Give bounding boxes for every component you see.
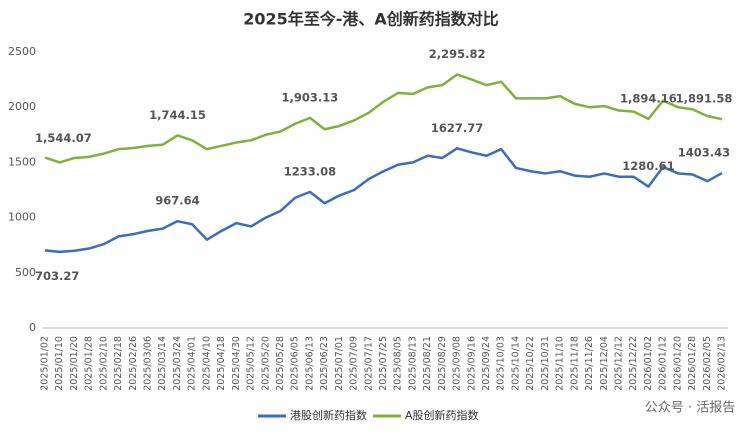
x-tick-label: 2025/12/22 [628,336,639,391]
x-tick-label: 2026/01/20 [672,336,683,391]
y-tick-label: 0 [29,321,36,334]
value-label: 2,295.82 [429,47,486,61]
x-tick-label: 2025/10/14 [510,336,521,391]
value-label: 967.64 [155,194,199,208]
x-tick-label: 2025/01/02 [40,336,51,391]
x-tick-label: 2025/06/13 [304,336,315,391]
x-tick-label: 2026/01/12 [658,336,669,391]
value-label: 1233.08 [284,164,336,178]
x-tick-label: 2025/05/12 [246,336,257,391]
x-tick-label: 2025/09/24 [481,336,492,391]
x-tick-label: 2025/07/25 [378,336,389,391]
x-tick-label: 2025/11/18 [569,336,580,391]
x-tick-label: 2025/08/13 [407,336,418,391]
legend-label: A股创新药指数 [405,408,479,422]
x-tick-label: 2025/01/10 [54,336,65,391]
x-tick-label: 2025/07/17 [363,336,374,391]
x-tick-label: 2025/06/23 [319,336,330,391]
x-tick-label: 2025/12/04 [599,336,610,391]
x-tick-label: 2025/10/31 [540,336,551,391]
value-label: 1280.61 [622,159,674,173]
y-tick-label: 1500 [8,155,36,168]
chart-title: 2025年至今-港、A创新药指数对比 [243,10,499,29]
x-tick-label: 2025/08/29 [437,336,448,391]
x-tick-label: 2026/02/13 [717,336,728,391]
x-tick-label: 2025/04/18 [216,336,227,391]
series-line [44,147,723,254]
x-tick-label: 2025/08/05 [393,336,404,391]
x-tick-label: 2026/01/02 [643,336,654,391]
y-tick-label: 1000 [8,211,36,224]
x-tick-label: 2026/01/28 [687,336,698,391]
x-tick-label: 2025/06/05 [290,336,301,391]
value-label: 703.27 [35,269,79,283]
x-tick-label: 2025/03/24 [172,336,183,391]
x-tick-label: 2025/05/28 [275,336,286,391]
series-line [44,73,723,164]
x-tick-label: 2025/02/18 [113,336,124,391]
value-label: 1,744.15 [149,108,206,122]
value-label: 1,894.16 [620,91,677,105]
y-tick-label: 500 [15,266,36,279]
x-tick-label: 2025/01/28 [84,336,95,391]
x-tick-label: 2025/04/01 [187,336,198,391]
y-tick-label: 2500 [8,45,36,58]
x-tick-label: 2026/02/05 [702,336,713,391]
x-tick-label: 2025/04/30 [231,336,242,391]
value-label: 1,544.07 [35,131,92,145]
value-label: 1,891.58 [676,92,733,106]
x-tick-label: 2025/10/22 [525,336,536,391]
x-tick-label: 2025/12/12 [613,336,624,391]
x-tick-label: 2025/02/26 [128,336,139,391]
x-tick-label: 2025/03/06 [143,336,154,391]
x-tick-label: 2025/05/20 [260,336,271,391]
x-tick-label: 2025/10/03 [496,336,507,391]
x-tick-label: 2025/04/10 [201,336,212,391]
x-tick-label: 2025/01/20 [69,336,80,391]
x-tick-label: 2025/07/09 [349,336,360,391]
y-tick-label: 2000 [8,100,36,113]
value-label: 1627.77 [431,121,483,135]
value-label: 1403.43 [678,146,730,160]
x-tick-label: 2025/09/08 [452,336,463,391]
x-tick-label: 2025/02/10 [98,336,109,391]
x-tick-label: 2025/03/14 [157,336,168,391]
x-tick-label: 2025/07/01 [334,336,345,391]
value-label: 1,903.13 [282,90,339,104]
x-tick-label: 2025/08/21 [422,336,433,391]
watermark: 公众号 · 活报告 [645,401,735,416]
legend-label: 港股创新药指数 [290,408,367,422]
x-tick-label: 2025/11/26 [584,336,595,391]
x-tick-label: 2025/11/10 [555,336,566,391]
x-tick-label: 2025/09/16 [466,336,477,391]
